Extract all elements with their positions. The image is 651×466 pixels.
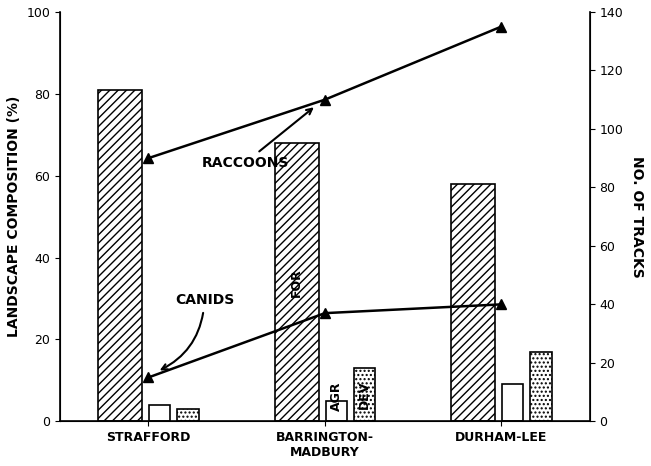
Bar: [503, 384, 523, 421]
Bar: [326, 401, 347, 421]
Bar: [149, 405, 171, 421]
Text: CANIDS: CANIDS: [161, 294, 234, 370]
Text: DEV: DEV: [358, 381, 371, 409]
Bar: [354, 368, 375, 421]
Bar: [531, 352, 551, 421]
Bar: [275, 143, 319, 421]
Y-axis label: NO. OF TRACKS: NO. OF TRACKS: [630, 156, 644, 278]
Bar: [451, 184, 495, 421]
Text: RACCOONS: RACCOONS: [201, 109, 312, 170]
Y-axis label: LANDSCAPE COMPOSITION (%): LANDSCAPE COMPOSITION (%): [7, 96, 21, 337]
Bar: [98, 90, 142, 421]
Text: FOR: FOR: [290, 268, 303, 296]
Text: AGR: AGR: [330, 382, 343, 411]
Bar: [178, 409, 199, 421]
